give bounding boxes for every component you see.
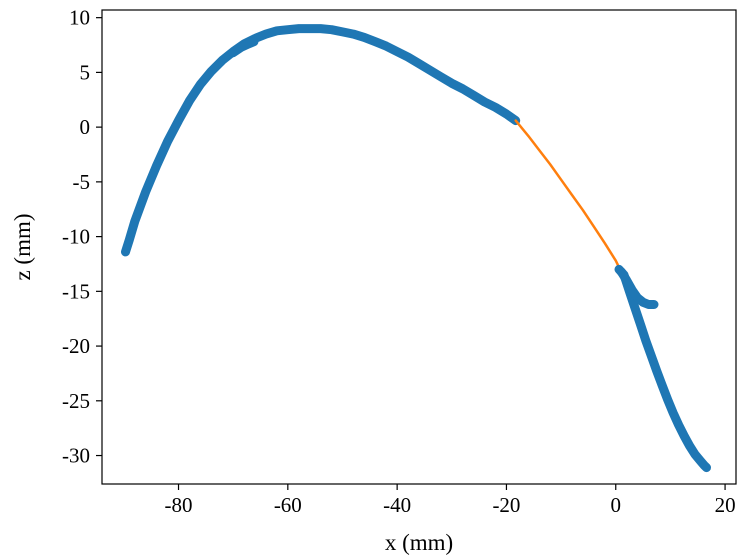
x-tick-label: -20 bbox=[492, 493, 520, 517]
y-axis-ticks: 10 5 0 -5 -10 -15 -20 -25 -30 bbox=[62, 6, 102, 468]
x-axis-ticks: -80 -60 -40 -20 0 20 bbox=[165, 484, 736, 517]
series-line-4 bbox=[616, 267, 659, 309]
plot-frame bbox=[101, 9, 737, 485]
y-tick-label: 0 bbox=[80, 115, 91, 139]
x-tick-label: 0 bbox=[611, 493, 622, 517]
x-axis-label: x (mm) bbox=[385, 530, 453, 555]
y-tick-label: -30 bbox=[62, 444, 90, 468]
series-line-3 bbox=[614, 264, 711, 473]
series-line-2 bbox=[514, 119, 621, 269]
x-tick-label: -80 bbox=[165, 493, 193, 517]
series-line-0 bbox=[121, 24, 521, 257]
x-tick-label: 20 bbox=[715, 493, 736, 517]
x-tick-label: -40 bbox=[383, 493, 411, 517]
series-layer bbox=[121, 24, 711, 473]
y-tick-label: -25 bbox=[62, 389, 90, 413]
y-tick-label: 10 bbox=[69, 6, 90, 30]
series-line-1 bbox=[228, 37, 259, 58]
y-tick-label: -10 bbox=[62, 225, 90, 249]
y-tick-label: -5 bbox=[73, 170, 91, 194]
y-tick-label: -20 bbox=[62, 334, 90, 358]
y-axis-label: z (mm) bbox=[10, 213, 35, 280]
y-tick-label: 5 bbox=[80, 60, 91, 84]
x-tick-label: -60 bbox=[274, 493, 302, 517]
y-tick-label: -15 bbox=[62, 279, 90, 303]
